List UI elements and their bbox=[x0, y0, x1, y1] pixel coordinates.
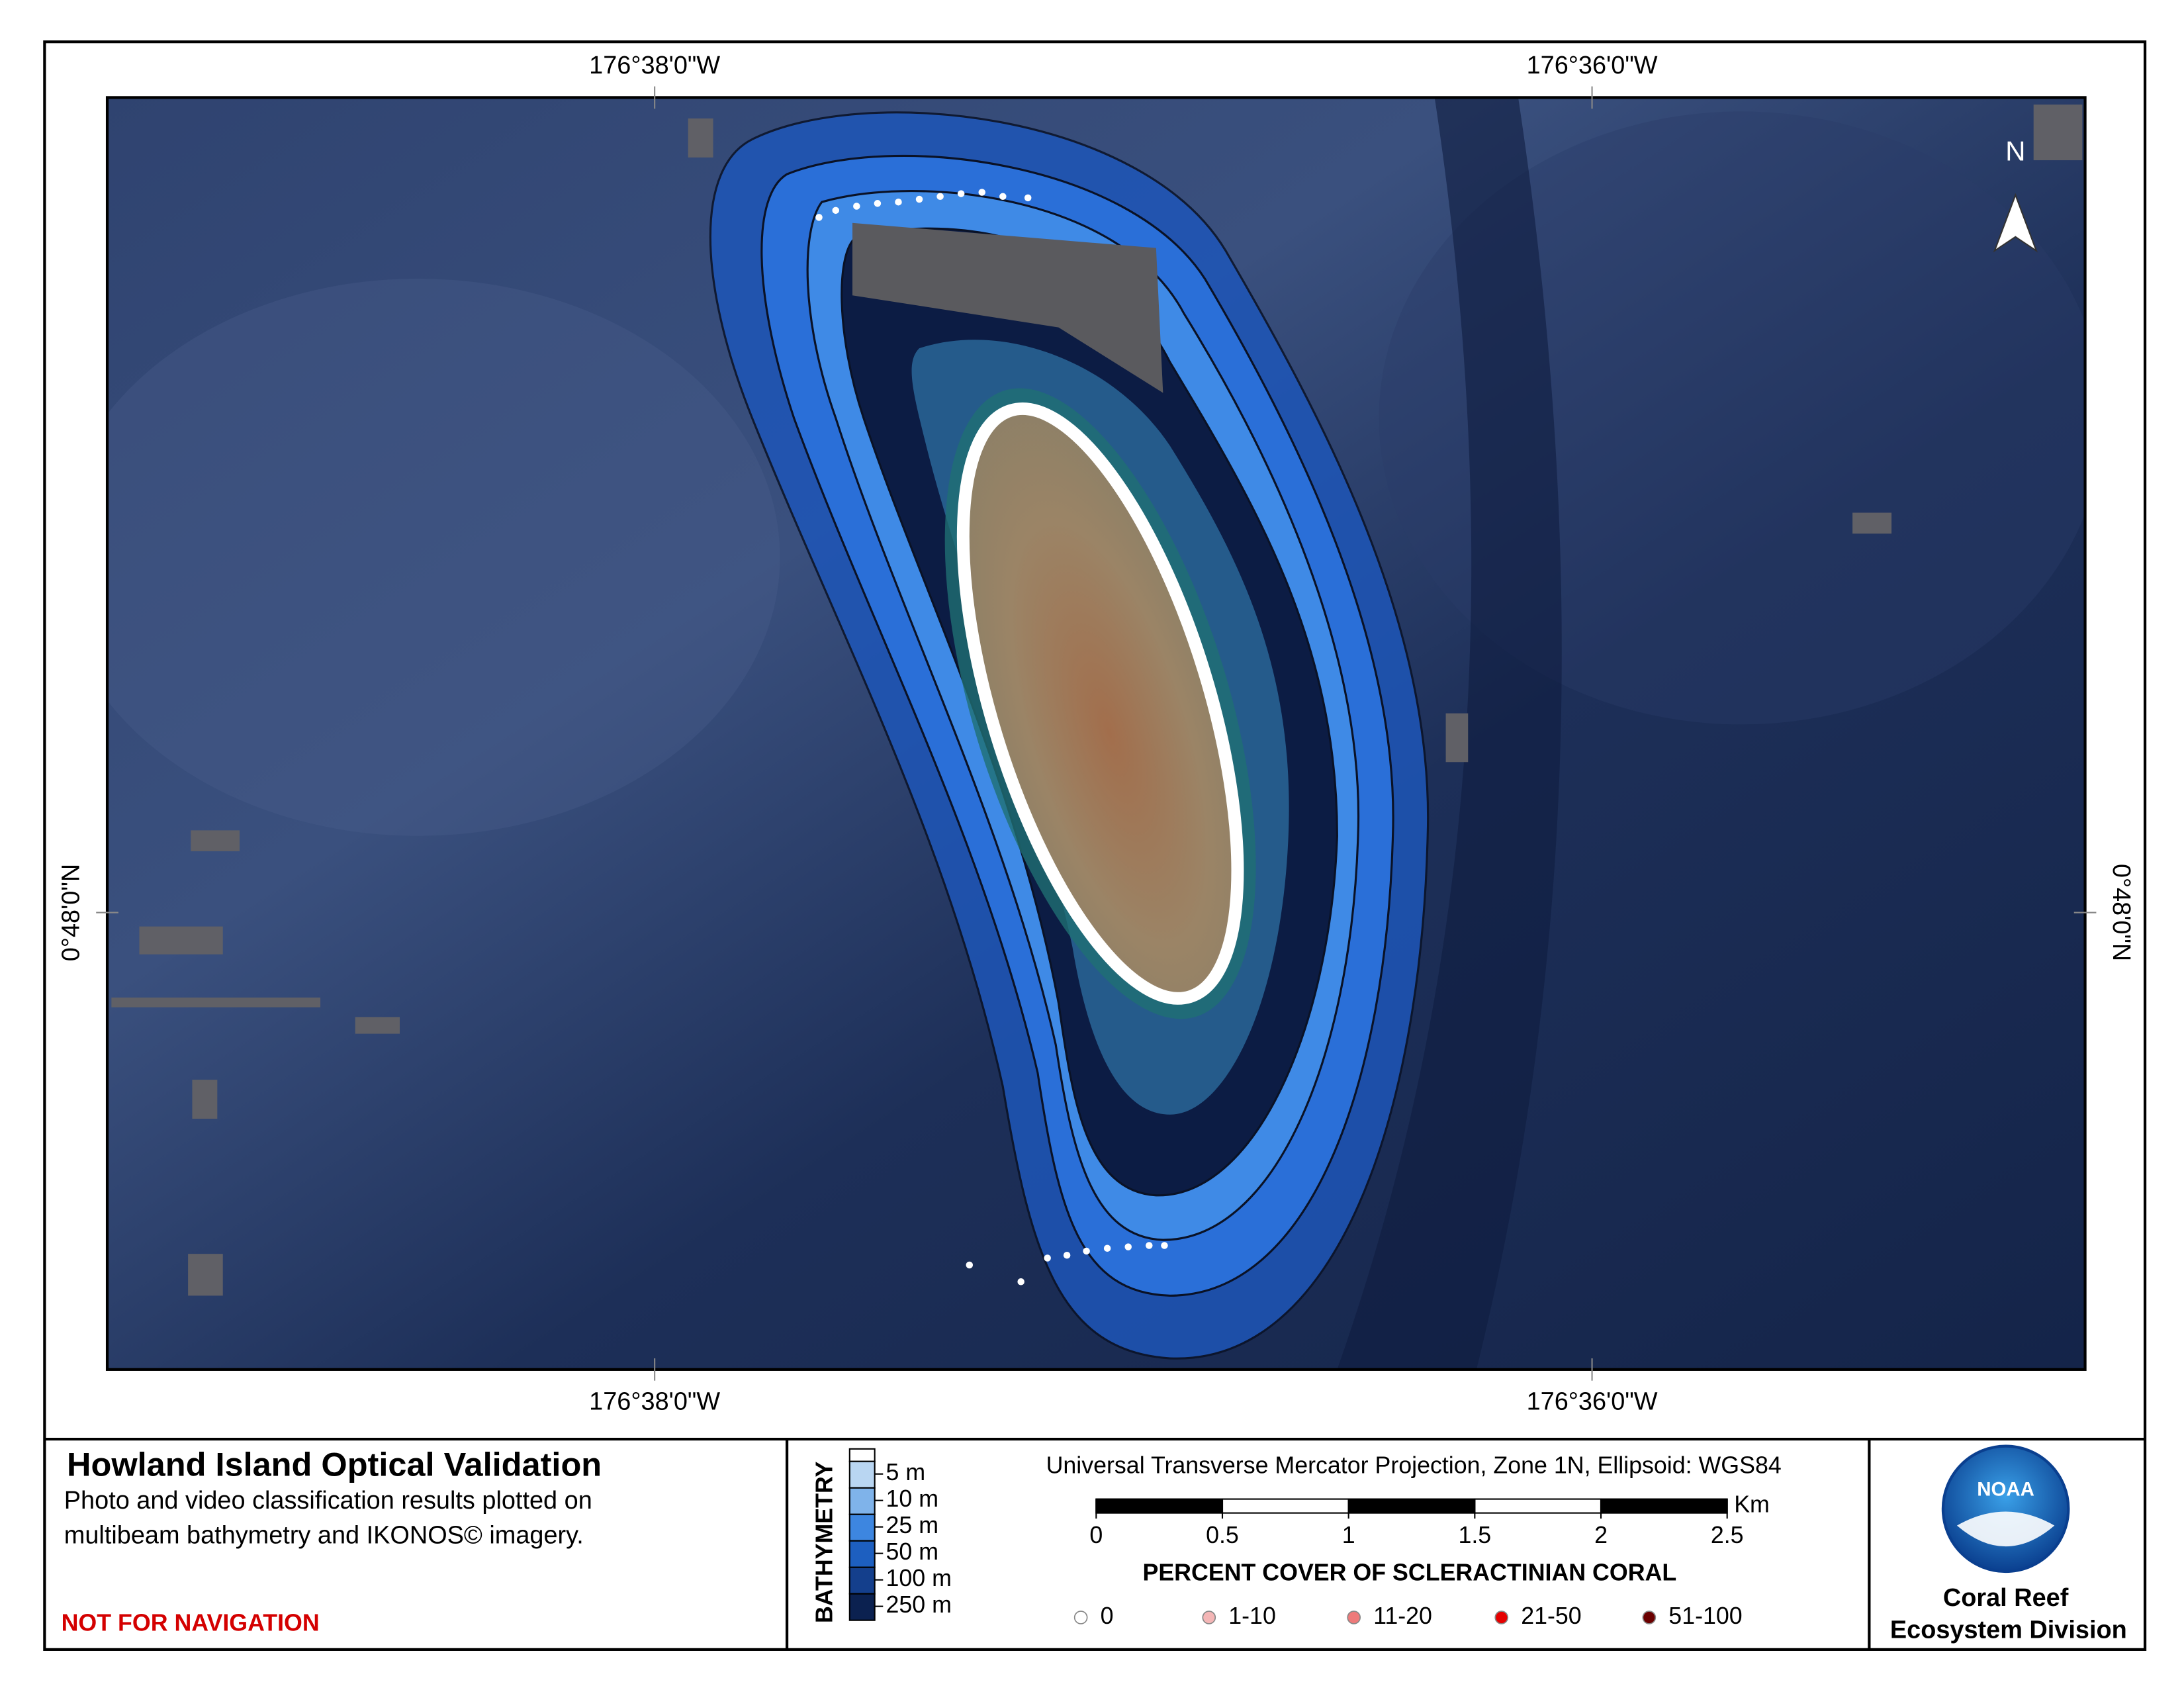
bathymetry-title: BATHYMETRY bbox=[811, 1461, 837, 1623]
nodata-cells bbox=[111, 104, 2083, 1296]
scale-bar: 0 0.5 1 1.5 2 2.5 Km bbox=[1089, 1491, 1770, 1548]
bathy-swatch bbox=[848, 1460, 876, 1489]
projection: Universal Transverse Mercator Projection… bbox=[1046, 1452, 1782, 1479]
scale-segment bbox=[1095, 1498, 1224, 1514]
latitude-label: 0°48'0"N bbox=[2107, 864, 2135, 961]
bathy-label: 50 m bbox=[886, 1538, 939, 1565]
emblem-text: NOAA bbox=[1977, 1479, 2034, 1501]
island bbox=[956, 402, 1244, 1005]
scale-label: 0 bbox=[1089, 1522, 1103, 1548]
bathy-label: 10 m bbox=[886, 1485, 939, 1512]
nodata-top bbox=[852, 222, 1163, 393]
coral-label: 21-50 bbox=[1521, 1603, 1581, 1629]
coral-label: 51-100 bbox=[1668, 1603, 1742, 1629]
warning: NOT FOR NAVIGATION bbox=[62, 1609, 320, 1636]
coral-symbol bbox=[1347, 1611, 1361, 1624]
coral-label: 11-20 bbox=[1373, 1603, 1432, 1629]
longitude-label: 176°38'0"W bbox=[589, 52, 720, 79]
organization-line: Ecosystem Division bbox=[1890, 1617, 2127, 1644]
scale-label: 1 bbox=[1342, 1522, 1355, 1548]
bathy-swatch bbox=[848, 1540, 876, 1568]
noaa-emblem bbox=[1941, 1444, 2070, 1573]
north-arrow bbox=[1993, 193, 2038, 253]
coral-label: 1-10 bbox=[1228, 1603, 1276, 1629]
longitude-label: 176°38'0"W bbox=[589, 1387, 720, 1415]
latitude-label: 0°48'0"N bbox=[57, 864, 85, 961]
coral-legend-title: PERCENT COVER OF SCLERACTINIAN CORAL bbox=[1142, 1560, 1676, 1586]
emblem-bird bbox=[1956, 1511, 2055, 1547]
bathy-swatch bbox=[848, 1566, 876, 1595]
coral-symbol bbox=[1073, 1611, 1088, 1624]
organization-line: Coral Reef bbox=[1943, 1584, 2069, 1612]
longitude-label: 176°36'0"W bbox=[1527, 52, 1658, 79]
bathy-label: 5 m bbox=[886, 1459, 926, 1485]
map-title: Howland Island Optical Validation bbox=[67, 1446, 602, 1483]
survey-points bbox=[815, 189, 1168, 1286]
bathy-swatch bbox=[848, 1487, 876, 1515]
scale-segment bbox=[1474, 1498, 1602, 1514]
coral-symbol bbox=[1494, 1611, 1509, 1624]
scale-segment bbox=[1347, 1498, 1476, 1514]
subtitle-line: multibeam bathymetry and IKONOS© imagery… bbox=[64, 1521, 584, 1549]
scale-label: 0.5 bbox=[1206, 1522, 1239, 1548]
scale-segment bbox=[1600, 1498, 1728, 1514]
scale-label: 2 bbox=[1594, 1522, 1608, 1548]
scale-unit: Km bbox=[1734, 1491, 1770, 1518]
bathy-label: 250 m bbox=[886, 1591, 952, 1618]
bathy-label: 25 m bbox=[886, 1512, 939, 1538]
scale-segment bbox=[1221, 1498, 1349, 1514]
map-frame bbox=[105, 96, 2087, 1371]
graticule-ticks bbox=[96, 86, 2097, 1381]
coral-symbol bbox=[1642, 1611, 1657, 1624]
sea-texture bbox=[107, 279, 780, 836]
subtitle-line: Photo and video classification results p… bbox=[64, 1487, 592, 1515]
scale-label: 1.5 bbox=[1458, 1522, 1491, 1548]
trough bbox=[1337, 97, 1562, 1370]
coral-label: 0 bbox=[1101, 1603, 1114, 1629]
longitude-label: 176°36'0"W bbox=[1527, 1387, 1658, 1415]
north-label: N bbox=[2005, 136, 2025, 167]
scale-label: 2.5 bbox=[1711, 1522, 1744, 1548]
bathy-swatch bbox=[848, 1593, 876, 1621]
bathy-swatch bbox=[848, 1513, 876, 1542]
map-image: N bbox=[107, 97, 2085, 1370]
coral-legend: 0 1-10 11-20 21-50 51-100 bbox=[1073, 1603, 1743, 1629]
coral-symbol bbox=[1202, 1611, 1216, 1624]
bathy-swatch bbox=[848, 1448, 876, 1462]
bathy-label: 100 m bbox=[886, 1565, 952, 1591]
